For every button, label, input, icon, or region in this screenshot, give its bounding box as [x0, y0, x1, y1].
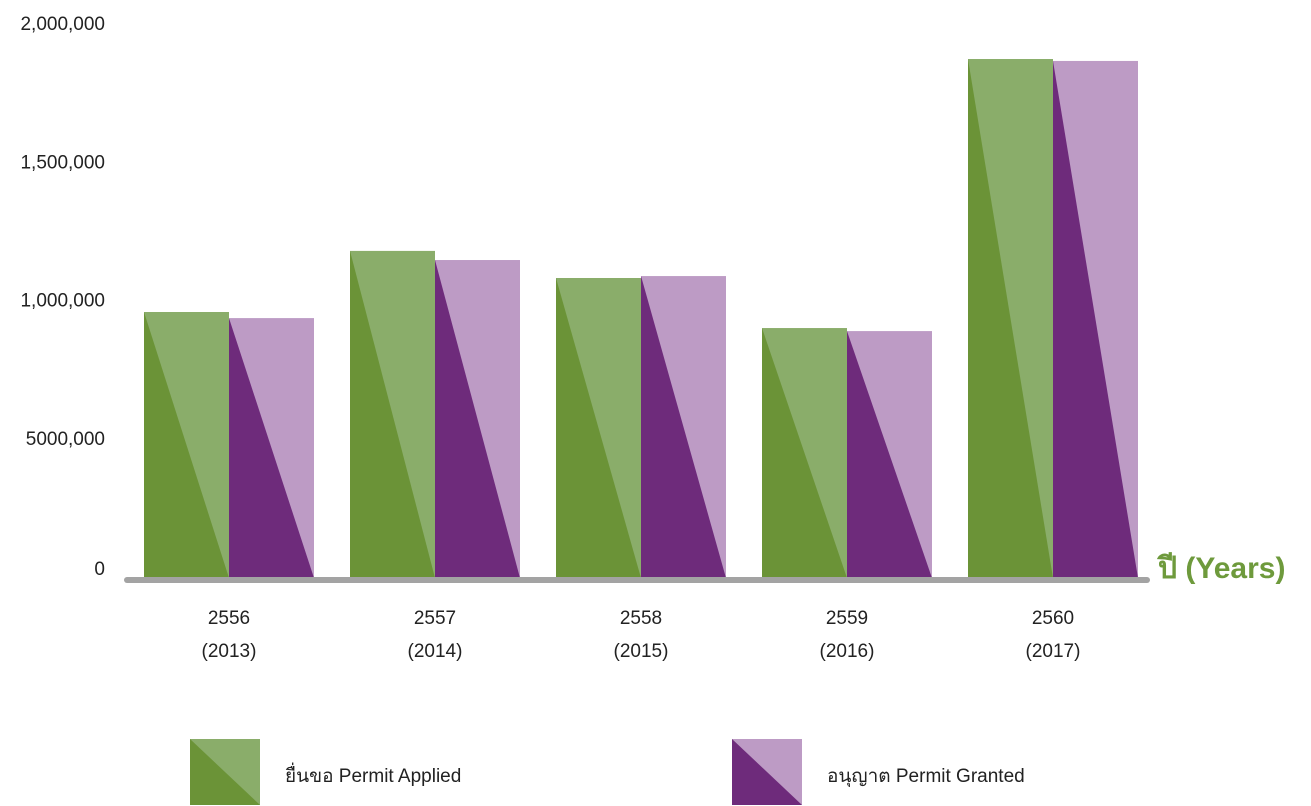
y-tick-label: 1,500,000	[20, 152, 105, 173]
x-tick-label: 2556	[208, 608, 250, 629]
bar-shade	[762, 328, 847, 578]
legend-swatch-shade	[732, 739, 802, 805]
bar-shade	[641, 276, 726, 578]
x-tick-label: (2017)	[1026, 641, 1081, 662]
x-tick-label: 2557	[414, 608, 456, 629]
y-tick-label: 0	[94, 559, 105, 580]
x-tick-label: (2013)	[202, 641, 257, 662]
legend-label: อนุญาต Permit Granted	[827, 766, 1025, 788]
bar-shade	[556, 277, 641, 578]
x-tick-label: (2016)	[820, 641, 875, 662]
y-tick-label: 1,000,000	[20, 291, 105, 312]
x-tick-label: 2558	[620, 608, 662, 629]
x-axis-label: ปี (Years)	[1156, 552, 1285, 585]
x-tick-label: (2015)	[614, 641, 669, 662]
legend-label: ยื่นขอ Permit Applied	[285, 762, 461, 787]
y-tick-label: 2,000,000	[20, 14, 105, 35]
legend-swatch-shade	[190, 739, 260, 805]
bar-shade	[144, 312, 229, 578]
bar-shade	[350, 250, 435, 578]
bar-shade	[968, 59, 1053, 578]
x-tick-label: (2014)	[408, 641, 463, 662]
bar-shade	[847, 331, 932, 578]
x-tick-label: 2560	[1032, 608, 1074, 629]
bar-shade	[1053, 60, 1138, 578]
bar-shade	[435, 260, 520, 578]
bar-shade	[229, 318, 314, 578]
y-tick-label: 5000,000	[26, 429, 105, 450]
x-tick-label: 2559	[826, 608, 868, 629]
